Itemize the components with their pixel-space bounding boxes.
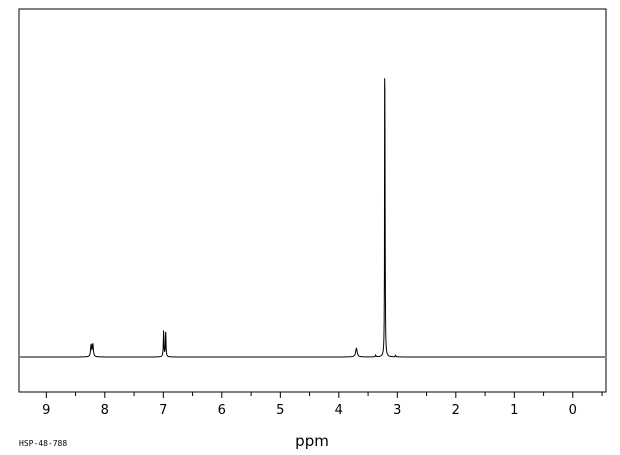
x-tick-label: 3 [393,403,401,418]
x-axis-label: ppm [295,432,329,450]
x-tick-label: 7 [159,403,167,418]
x-tick-label: 5 [276,403,284,418]
x-tick-label: 2 [452,403,460,418]
spectrum-code-label: HSP-48-788 [19,439,67,448]
x-tick-label: 1 [510,403,518,418]
x-axis-tick-labels: 9 8 7 6 5 4 3 2 1 0 [42,403,577,418]
x-tick-label: 9 [42,403,50,418]
x-axis-ticks [45,392,603,398]
x-tick-label: 0 [569,403,577,418]
x-tick-label: 6 [218,403,226,418]
plot-frame [18,8,607,393]
x-tick-label: 4 [335,403,343,418]
x-tick-label: 8 [101,403,109,418]
spectrum-line [20,78,605,358]
